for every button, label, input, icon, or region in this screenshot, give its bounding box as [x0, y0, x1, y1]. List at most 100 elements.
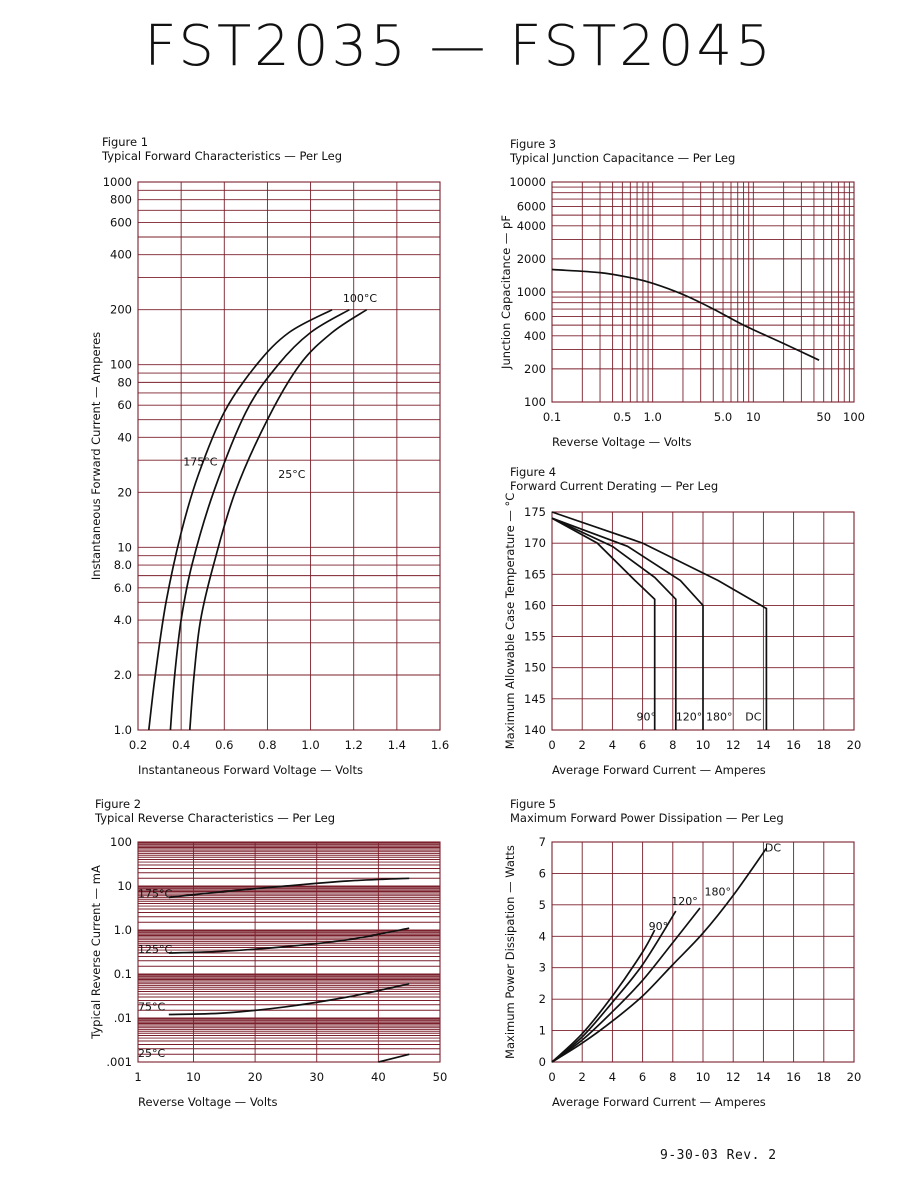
y-tick-label: 0	[539, 1055, 546, 1069]
y-tick-label: 600	[524, 309, 546, 323]
series-label: 90°	[649, 920, 669, 933]
x-tick-label: 6	[639, 1070, 646, 1084]
series-curve	[551, 517, 677, 730]
x-tick-label: 18	[816, 738, 831, 752]
series-curve	[551, 517, 704, 730]
y-tick-label: 4	[539, 929, 546, 943]
figure-label: Figure 1	[102, 135, 148, 149]
x-tick-label: 10	[696, 1070, 711, 1084]
y-axis-label: Instantaneous Forward Current — Amperes	[89, 332, 103, 580]
x-tick-label: 12	[726, 1070, 741, 1084]
y-tick-label: 20	[117, 485, 132, 499]
y-tick-label: 155	[524, 630, 546, 644]
series-curve	[551, 929, 656, 1063]
x-tick-label: 20	[847, 738, 862, 752]
series-curve	[169, 308, 350, 731]
y-tick-label: 400	[110, 248, 132, 262]
y-tick-label: 145	[524, 692, 546, 706]
y-tick-label: 100	[110, 835, 132, 849]
y-tick-label: 6000	[517, 199, 546, 213]
x-tick-label: 50	[816, 410, 831, 424]
y-tick-label: 175	[524, 505, 546, 519]
series-label: 175°C	[183, 456, 217, 469]
series-label: 125°C	[138, 943, 172, 956]
series-curve	[551, 907, 701, 1063]
plot-grid	[551, 841, 855, 1063]
series-curve	[551, 517, 656, 730]
x-tick-label: 0	[548, 1070, 555, 1084]
y-tick-label: 10000	[509, 175, 546, 189]
y-tick-label: 8.0	[114, 558, 132, 572]
x-tick-label: 0.2	[129, 738, 147, 752]
revision-footer: 9-30-03 Rev. 2	[660, 1148, 777, 1163]
x-tick-label: 30	[309, 1070, 324, 1084]
x-tick-label: 0.1	[543, 410, 561, 424]
x-tick-label: 18	[816, 1070, 831, 1084]
series-curve	[188, 308, 368, 731]
series-label: 120°	[676, 711, 703, 724]
series-label: DC	[745, 711, 761, 724]
y-tick-label: 140	[524, 723, 546, 737]
x-tick-label: 8	[669, 738, 676, 752]
y-tick-label: 1.0	[114, 923, 132, 937]
figure-label: Figure 3	[510, 137, 556, 151]
y-tick-label: 0.1	[114, 967, 132, 981]
series-curve	[168, 982, 410, 1016]
x-tick-label: 0.8	[258, 738, 276, 752]
series-label: 25°C	[138, 1047, 165, 1060]
y-tick-label: 1000	[517, 285, 546, 299]
y-axis-label: Typical Reverse Current — mA	[89, 865, 103, 1040]
series-curve	[168, 877, 410, 899]
x-tick-label: 20	[847, 1070, 862, 1084]
x-tick-label: 20	[248, 1070, 263, 1084]
x-tick-label: 10	[186, 1070, 201, 1084]
x-tick-label: 5.0	[714, 410, 732, 424]
x-tick-label: 1.6	[431, 738, 449, 752]
y-tick-label: 100	[524, 395, 546, 409]
y-axis-label: Maximum Allowable Case Temperature — °C	[503, 493, 517, 750]
plot-frame	[551, 181, 855, 403]
y-tick-label: 170	[524, 536, 546, 550]
y-tick-label: 7	[539, 835, 546, 849]
series-label: 180°	[706, 711, 733, 724]
series-label: 75°C	[138, 1000, 165, 1013]
plot-frame	[137, 181, 441, 731]
y-tick-label: 400	[524, 329, 546, 343]
figure-title: Typical Reverse Characteristics — Per Le…	[94, 811, 335, 825]
figure-title: Typical Junction Capacitance — Per Leg	[509, 151, 735, 165]
y-tick-label: 600	[110, 216, 132, 230]
y-tick-label: 40	[117, 430, 132, 444]
series-curve	[168, 927, 410, 954]
page-title: FST2035 — FST2045	[144, 14, 774, 79]
x-tick-label: 0.5	[613, 410, 631, 424]
y-tick-label: 60	[117, 398, 132, 412]
y-tick-label: 2.0	[114, 668, 132, 682]
y-tick-label: .001	[106, 1055, 132, 1069]
series-label: DC	[765, 841, 781, 854]
plot-frame	[551, 841, 855, 1063]
x-tick-label: 10	[746, 410, 761, 424]
series-curve	[378, 1053, 410, 1063]
y-axis-label: Junction Capacitance — pF	[499, 215, 513, 370]
figure-title: Typical Forward Characteristics — Per Le…	[101, 149, 342, 163]
x-tick-label: 100	[843, 410, 865, 424]
figure-title: Maximum Forward Power Dissipation — Per …	[510, 811, 784, 825]
x-tick-label: 12	[726, 738, 741, 752]
x-tick-label: 16	[786, 1070, 801, 1084]
x-axis-label: Reverse Voltage — Volts	[552, 435, 692, 449]
y-tick-label: 10	[117, 540, 132, 554]
y-tick-label: 200	[110, 303, 132, 317]
series-label: 175°C	[138, 887, 172, 900]
plot-frame	[137, 841, 441, 1063]
x-axis-label: Average Forward Current — Amperes	[552, 1095, 766, 1109]
series-curve	[147, 308, 333, 731]
series-label: 180°	[705, 885, 732, 898]
x-tick-label: 1.0	[644, 410, 662, 424]
x-tick-label: 0.6	[215, 738, 233, 752]
y-tick-label: 3	[539, 961, 546, 975]
series-label: 100°C	[343, 292, 377, 305]
